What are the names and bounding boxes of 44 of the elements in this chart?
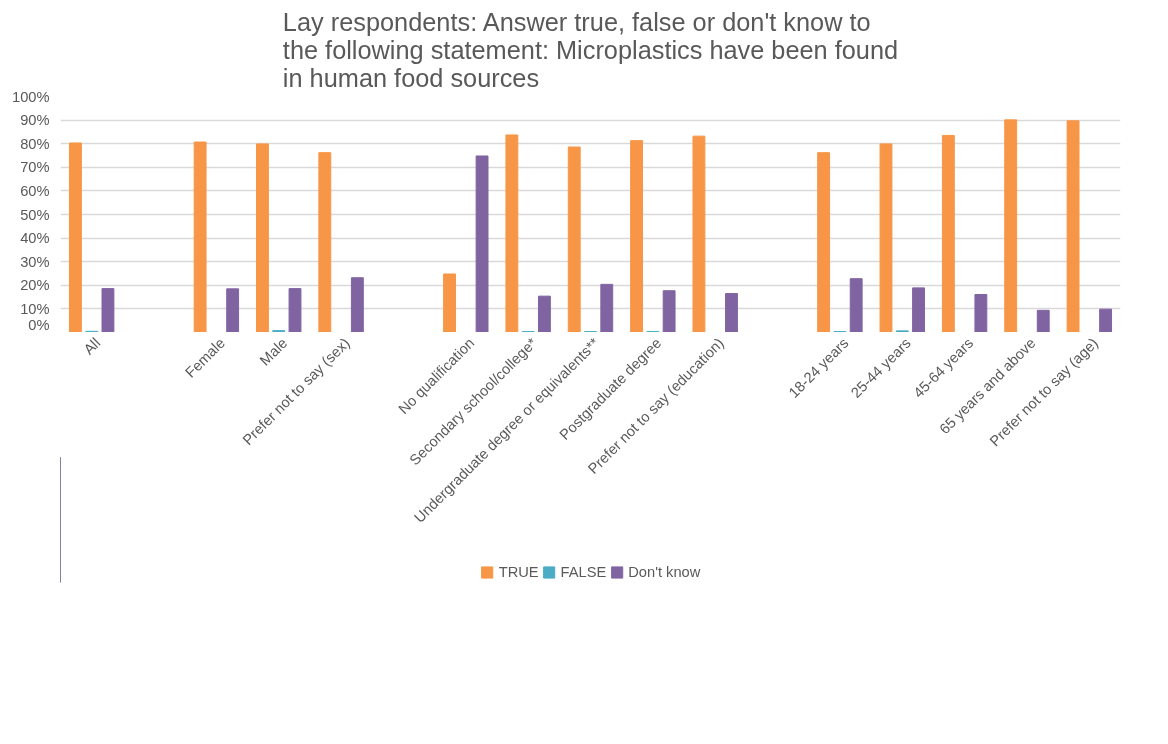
bar: [630, 140, 644, 332]
bar: [193, 141, 207, 332]
bar: [68, 142, 82, 332]
chart-title: Lay respondents: Answer true, false or don't know to the following statement: Microplastics have been found in human food sources: [282, 7, 899, 92]
y-tick-label: 60%: [20, 182, 50, 199]
bar: [537, 295, 551, 332]
bar: [879, 143, 893, 332]
legend-label: FALSE: [560, 564, 607, 580]
y-tick-label: 80%: [20, 135, 50, 152]
bar: [350, 277, 364, 332]
bar: [974, 294, 988, 332]
bar: [443, 273, 456, 332]
y-tick-label: 50%: [20, 206, 50, 223]
bar: [288, 288, 302, 332]
y-tick-label: 20%: [20, 277, 50, 294]
bar: [817, 152, 831, 332]
x-tick-label: All: [80, 334, 104, 358]
y-tick-label: 40%: [20, 230, 50, 247]
y-tick-label: 100%: [12, 88, 50, 105]
bar: [941, 134, 955, 332]
bar: [662, 290, 676, 332]
bar: [505, 134, 519, 332]
bar: [725, 293, 738, 332]
bar: [1066, 120, 1080, 332]
bar: [1099, 308, 1113, 332]
y-tick-label: 0%: [28, 316, 50, 333]
bar: [849, 278, 863, 332]
bar: [912, 287, 925, 332]
y-tick-label: 70%: [20, 159, 50, 176]
y-tick-label: 30%: [20, 253, 50, 270]
bar: [475, 155, 489, 332]
bar: [256, 143, 269, 332]
bar: [692, 135, 706, 332]
bar: [567, 146, 581, 332]
bar: [101, 288, 115, 332]
bar: [1036, 309, 1050, 332]
bar: [226, 288, 240, 332]
bar: [318, 152, 332, 332]
y-tick-label: 90%: [20, 112, 50, 129]
y-tick-label: 10%: [20, 300, 50, 317]
bar: [1004, 119, 1018, 332]
bar: [600, 283, 614, 332]
legend-label: Don't know: [628, 564, 701, 580]
legend-label: TRUE: [498, 564, 539, 580]
